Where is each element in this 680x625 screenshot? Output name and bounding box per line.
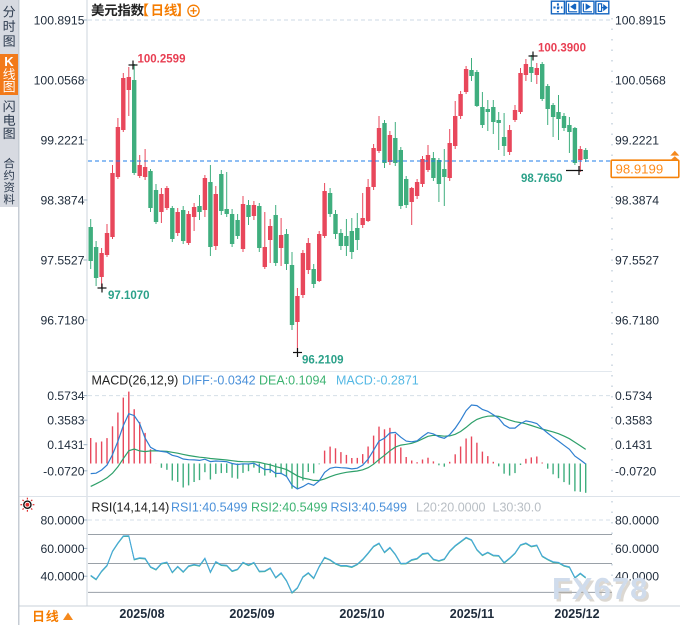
svg-text:2025/09: 2025/09 bbox=[229, 607, 274, 621]
svg-text:L30:30.0: L30:30.0 bbox=[493, 501, 542, 515]
svg-text:100.8915: 100.8915 bbox=[34, 14, 85, 28]
svg-text:100.0568: 100.0568 bbox=[615, 74, 666, 88]
svg-text:100.3900: 100.3900 bbox=[538, 43, 586, 55]
svg-text:2025/10: 2025/10 bbox=[339, 607, 384, 621]
svg-text:0.5734: 0.5734 bbox=[615, 389, 652, 403]
svg-text:0.1431: 0.1431 bbox=[47, 438, 84, 452]
svg-text:DIFF:-0.0342: DIFF:-0.0342 bbox=[182, 374, 256, 388]
svg-text:FX678: FX678 bbox=[552, 571, 648, 606]
svg-text:RSI(14,14,14): RSI(14,14,14) bbox=[92, 501, 170, 515]
svg-text:FX678: FX678 bbox=[555, 574, 651, 609]
svg-text:RSI1:40.5499: RSI1:40.5499 bbox=[171, 501, 247, 515]
svg-text:99.2221: 99.2221 bbox=[615, 134, 659, 148]
svg-text:0.1431: 0.1431 bbox=[615, 438, 652, 452]
svg-text:DEA:0.1094: DEA:0.1094 bbox=[259, 374, 326, 388]
svg-text:RSI3:40.5499: RSI3:40.5499 bbox=[331, 501, 407, 515]
svg-text:96.7180: 96.7180 bbox=[615, 314, 659, 328]
svg-text:80.0000: 80.0000 bbox=[40, 514, 84, 528]
svg-text:100.2599: 100.2599 bbox=[138, 54, 186, 66]
svg-text:80.0000: 80.0000 bbox=[615, 514, 659, 528]
svg-text:40.0000: 40.0000 bbox=[615, 570, 659, 584]
svg-text:0.3583: 0.3583 bbox=[47, 414, 84, 428]
svg-text:2025/08: 2025/08 bbox=[119, 607, 164, 621]
svg-text:-0.0720: -0.0720 bbox=[615, 464, 657, 478]
svg-text:RSI2:40.5499: RSI2:40.5499 bbox=[251, 501, 327, 515]
svg-text:98.3874: 98.3874 bbox=[40, 194, 84, 208]
svg-text:97.1070: 97.1070 bbox=[108, 290, 150, 302]
svg-text:96.7180: 96.7180 bbox=[40, 314, 84, 328]
svg-text:99.2221: 99.2221 bbox=[40, 134, 84, 148]
svg-text:98.3874: 98.3874 bbox=[615, 194, 659, 208]
svg-text:60.0000: 60.0000 bbox=[615, 542, 659, 556]
svg-text:-0.0720: -0.0720 bbox=[43, 464, 85, 478]
svg-text:98.7650: 98.7650 bbox=[521, 173, 563, 185]
svg-text:100.8915: 100.8915 bbox=[615, 14, 666, 28]
svg-text:97.5527: 97.5527 bbox=[40, 254, 84, 268]
svg-text:2025/12: 2025/12 bbox=[554, 607, 599, 621]
svg-text:40.0000: 40.0000 bbox=[40, 570, 84, 584]
svg-text:0.5734: 0.5734 bbox=[47, 389, 84, 403]
svg-text:60.0000: 60.0000 bbox=[40, 542, 84, 556]
svg-text:MACD(26,12,9): MACD(26,12,9) bbox=[92, 374, 179, 388]
svg-text:97.5527: 97.5527 bbox=[615, 254, 659, 268]
svg-text:2025/11: 2025/11 bbox=[450, 607, 495, 621]
svg-text:L20:20.0000: L20:20.0000 bbox=[416, 501, 486, 515]
svg-text:98.9199: 98.9199 bbox=[616, 162, 664, 177]
svg-text:96.2109: 96.2109 bbox=[302, 355, 344, 367]
svg-text:100.0568: 100.0568 bbox=[34, 74, 85, 88]
svg-text:MACD:-0.2871: MACD:-0.2871 bbox=[336, 374, 419, 388]
svg-text:0.3583: 0.3583 bbox=[615, 414, 652, 428]
